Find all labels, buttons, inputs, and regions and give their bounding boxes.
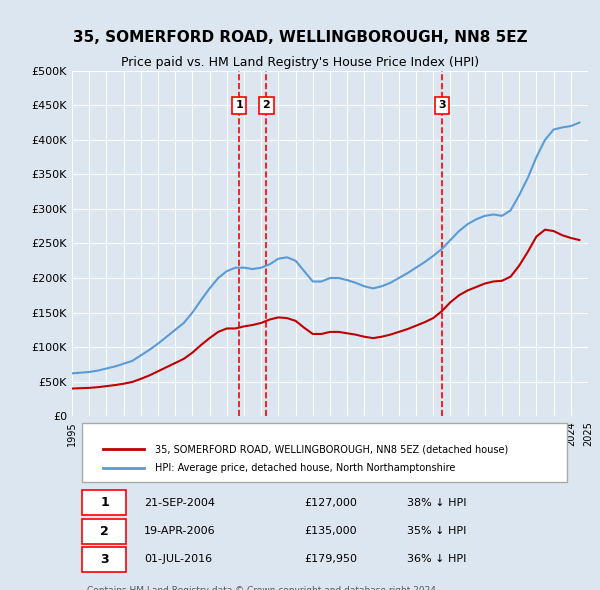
Text: 2: 2 [100,525,109,537]
Text: 38% ↓ HPI: 38% ↓ HPI [407,498,467,508]
Text: 35% ↓ HPI: 35% ↓ HPI [407,526,467,536]
Text: Price paid vs. HM Land Registry's House Price Index (HPI): Price paid vs. HM Land Registry's House … [121,56,479,69]
Text: 3: 3 [438,100,446,110]
FancyBboxPatch shape [82,423,568,483]
Text: 36% ↓ HPI: 36% ↓ HPI [407,555,467,565]
Text: £127,000: £127,000 [304,498,357,508]
Text: 21-SEP-2004: 21-SEP-2004 [144,498,215,508]
Text: 01-JUL-2016: 01-JUL-2016 [144,555,212,565]
Text: 1: 1 [235,100,243,110]
Text: 35, SOMERFORD ROAD, WELLINGBOROUGH, NN8 5EZ (detached house): 35, SOMERFORD ROAD, WELLINGBOROUGH, NN8 … [155,444,508,454]
Text: HPI: Average price, detached house, North Northamptonshire: HPI: Average price, detached house, Nort… [155,463,455,473]
Text: 1: 1 [100,496,109,509]
FancyBboxPatch shape [82,547,126,572]
Text: 19-APR-2006: 19-APR-2006 [144,526,216,536]
Text: 3: 3 [100,553,109,566]
Text: Contains HM Land Registry data © Crown copyright and database right 2024.
This d: Contains HM Land Registry data © Crown c… [88,586,439,590]
Text: £179,950: £179,950 [304,555,357,565]
Text: 35, SOMERFORD ROAD, WELLINGBOROUGH, NN8 5EZ: 35, SOMERFORD ROAD, WELLINGBOROUGH, NN8 … [73,30,527,44]
Text: 2: 2 [262,100,270,110]
FancyBboxPatch shape [82,490,126,516]
Text: £135,000: £135,000 [304,526,357,536]
FancyBboxPatch shape [82,519,126,543]
